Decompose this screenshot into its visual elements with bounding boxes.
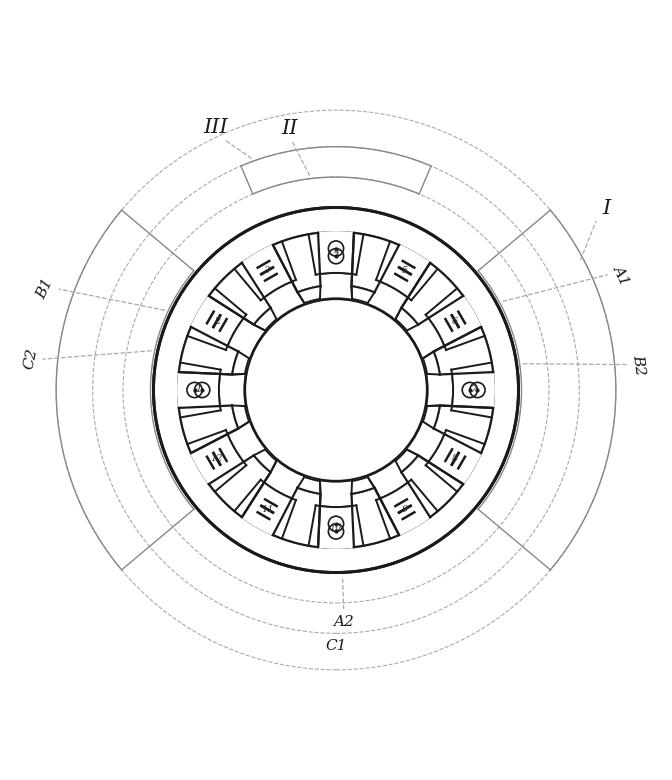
Polygon shape: [401, 263, 463, 324]
Polygon shape: [233, 352, 249, 374]
Polygon shape: [209, 263, 271, 324]
Text: 10: 10: [330, 523, 342, 532]
Polygon shape: [273, 488, 321, 547]
Polygon shape: [395, 308, 418, 331]
Polygon shape: [351, 488, 399, 547]
Polygon shape: [187, 289, 246, 350]
Polygon shape: [426, 430, 485, 491]
Polygon shape: [233, 406, 249, 428]
Polygon shape: [433, 327, 493, 374]
Polygon shape: [426, 289, 485, 350]
Polygon shape: [179, 406, 239, 453]
Polygon shape: [376, 241, 437, 300]
Polygon shape: [179, 327, 239, 374]
Text: II: II: [281, 119, 298, 138]
Text: B2: B2: [630, 353, 646, 376]
Polygon shape: [254, 308, 277, 331]
Polygon shape: [187, 430, 246, 491]
Text: 5: 5: [402, 266, 408, 275]
Polygon shape: [235, 480, 296, 539]
Text: 3: 3: [264, 266, 270, 275]
Text: 2: 2: [214, 317, 220, 326]
Polygon shape: [298, 286, 321, 303]
Polygon shape: [452, 363, 494, 417]
Polygon shape: [254, 449, 277, 472]
Polygon shape: [395, 449, 418, 472]
Text: 9: 9: [402, 505, 408, 514]
Polygon shape: [423, 352, 439, 374]
Circle shape: [219, 273, 453, 507]
Text: 6: 6: [452, 317, 458, 326]
Text: C2: C2: [22, 347, 40, 371]
Polygon shape: [423, 406, 439, 428]
Text: 12: 12: [210, 454, 223, 463]
Polygon shape: [351, 286, 374, 303]
Text: III: III: [203, 118, 228, 136]
Text: 11: 11: [261, 505, 274, 514]
Polygon shape: [376, 480, 437, 539]
Polygon shape: [308, 505, 364, 548]
Text: 1: 1: [196, 385, 202, 395]
Text: A1: A1: [611, 262, 632, 287]
Circle shape: [153, 207, 519, 573]
Polygon shape: [351, 233, 399, 292]
Polygon shape: [401, 456, 463, 517]
Text: C1: C1: [325, 640, 347, 654]
Text: I: I: [602, 199, 611, 218]
Text: 4: 4: [333, 248, 339, 257]
Polygon shape: [308, 232, 364, 275]
Polygon shape: [351, 477, 374, 494]
Polygon shape: [178, 363, 220, 417]
Polygon shape: [209, 456, 271, 517]
Polygon shape: [273, 233, 321, 292]
Text: 7: 7: [470, 385, 476, 395]
Text: A2: A2: [333, 615, 354, 629]
Text: B1: B1: [34, 277, 56, 302]
Polygon shape: [298, 477, 321, 494]
Polygon shape: [235, 241, 296, 300]
Polygon shape: [433, 406, 493, 453]
Text: 8: 8: [452, 454, 458, 463]
